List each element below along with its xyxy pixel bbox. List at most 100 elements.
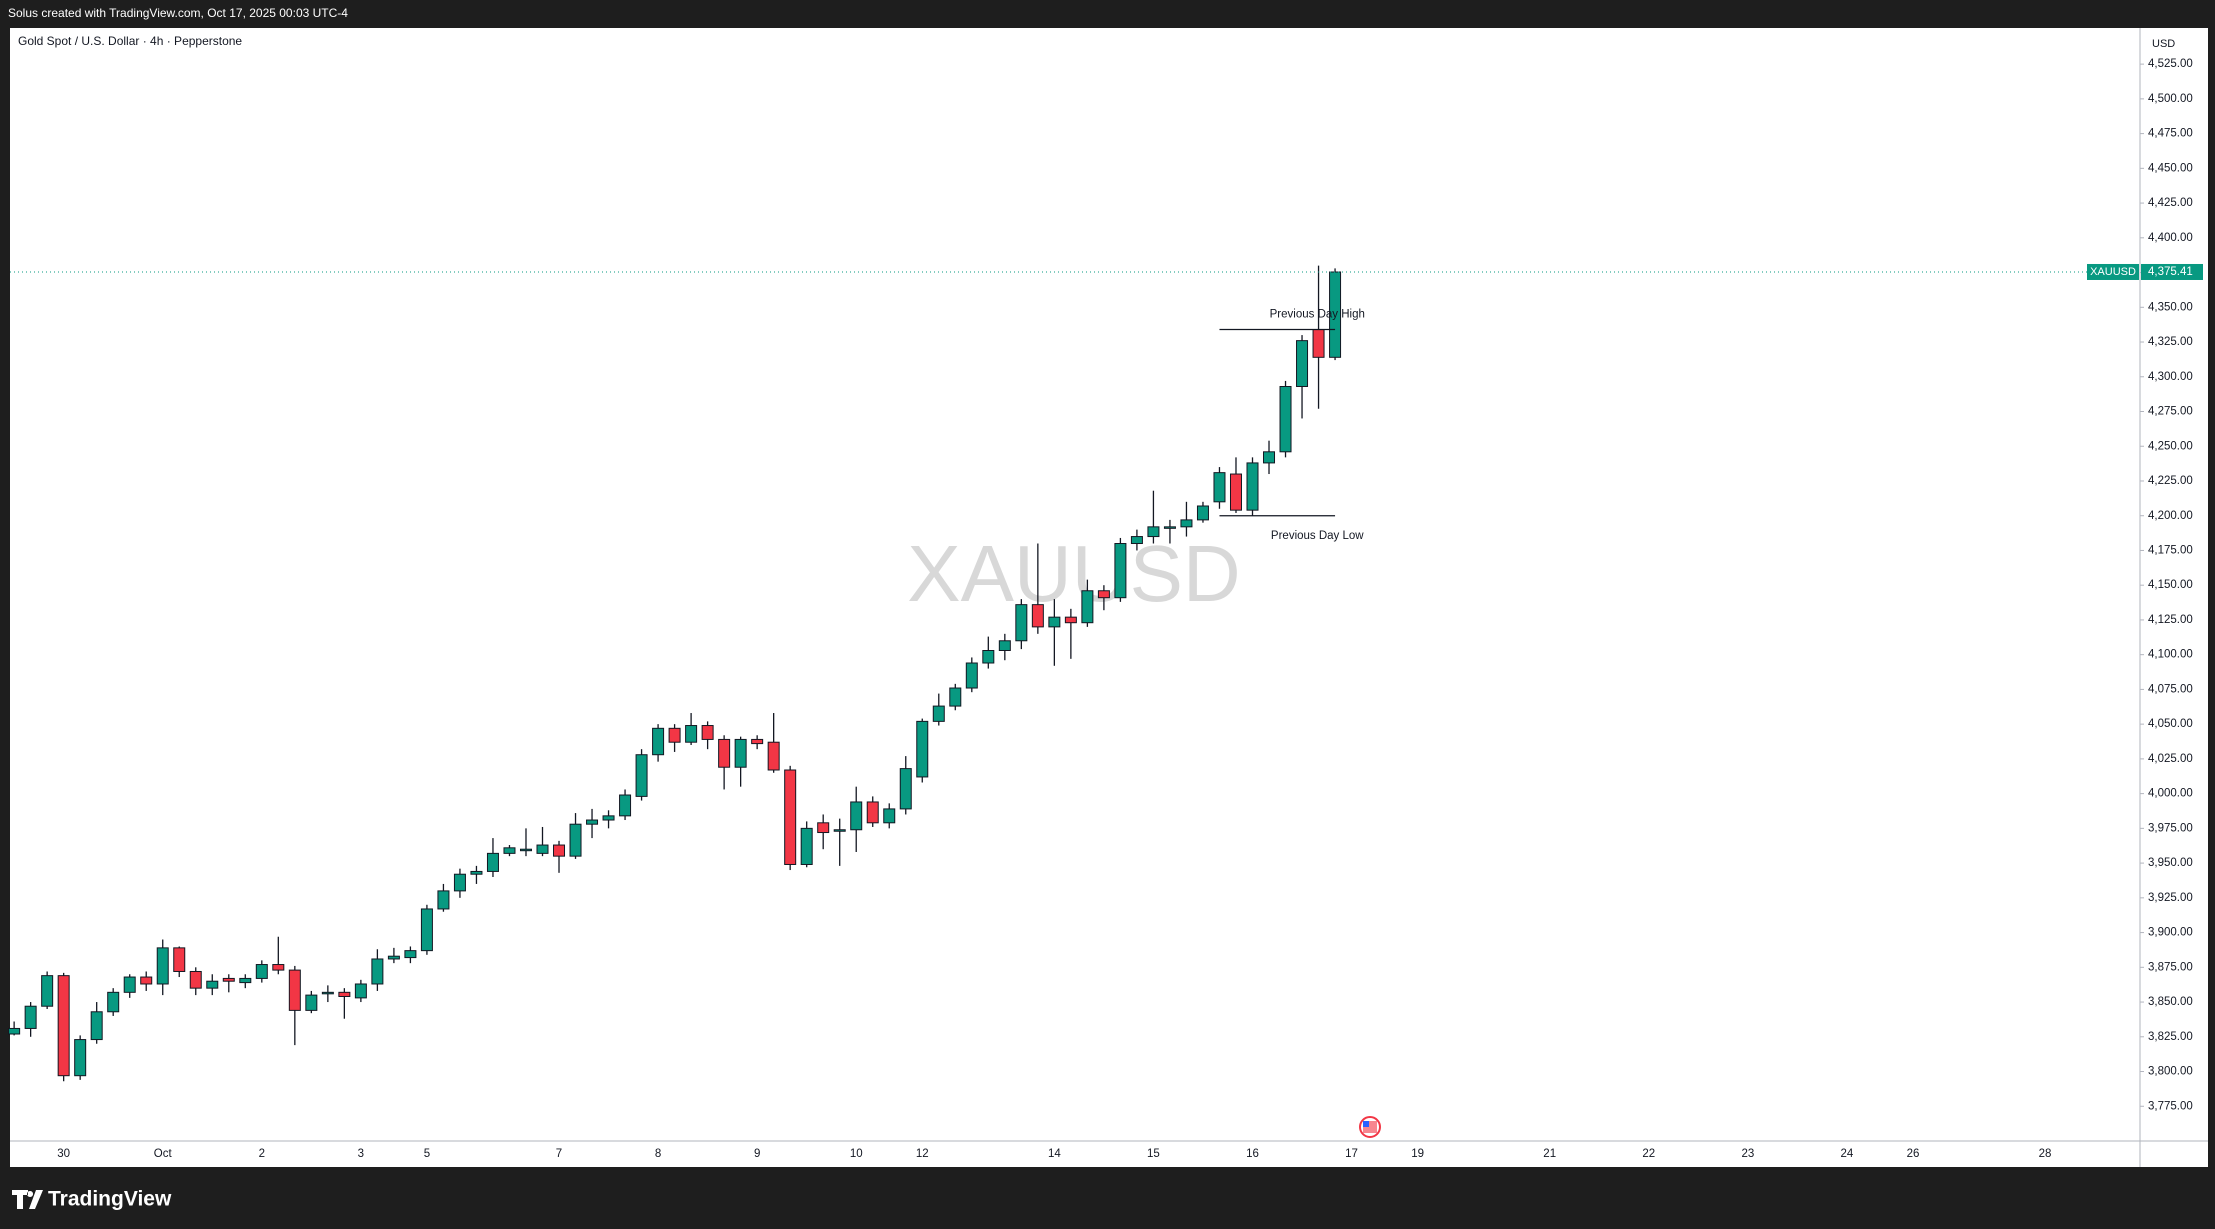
- candle-body: [668, 727, 681, 743]
- candle-body: [24, 1005, 37, 1029]
- y-tick-label: 4,250.00: [2148, 440, 2193, 452]
- candle-body: [685, 725, 698, 743]
- y-tick-label: 4,225.00: [2148, 475, 2193, 487]
- candle-body: [1130, 536, 1143, 545]
- candle-body: [1312, 329, 1325, 358]
- candle-body: [255, 964, 268, 979]
- candle-body: [453, 873, 466, 892]
- candle-body: [1031, 604, 1044, 628]
- x-tick-label: 26: [1907, 1148, 1920, 1160]
- x-tick-label: 7: [556, 1148, 562, 1160]
- y-tick-label: 3,875.00: [2148, 961, 2193, 973]
- candle-body: [107, 991, 120, 1013]
- y-tick-label: 4,000.00: [2148, 788, 2193, 800]
- candle-body: [90, 1011, 103, 1041]
- event-flag-canton: [1363, 1121, 1369, 1127]
- candle-body: [1229, 473, 1242, 511]
- y-tick-label: 4,100.00: [2148, 649, 2193, 661]
- y-tick-label: 4,050.00: [2148, 718, 2193, 730]
- candle-body: [899, 768, 912, 810]
- x-tick-label: 28: [2039, 1148, 2052, 1160]
- candle-body: [866, 801, 879, 824]
- candle-body: [800, 827, 813, 865]
- candle-body: [652, 727, 665, 756]
- candle-body: [1064, 616, 1077, 624]
- x-tick-label: 12: [916, 1148, 929, 1160]
- y-tick-label: 4,475.00: [2148, 128, 2193, 140]
- y-tick-label: 4,425.00: [2148, 197, 2193, 209]
- candle-body: [1296, 340, 1309, 387]
- y-tick-label: 4,075.00: [2148, 683, 2193, 695]
- candle-body: [949, 687, 962, 707]
- candle-body: [338, 991, 351, 997]
- event-icon: [1359, 1116, 1381, 1138]
- x-tick-label: 15: [1147, 1148, 1160, 1160]
- candle-body: [1048, 616, 1061, 628]
- x-tick-label: 14: [1048, 1148, 1061, 1160]
- x-tick-label: 30: [57, 1148, 70, 1160]
- candle-body: [767, 741, 780, 771]
- candle-body: [354, 983, 367, 999]
- x-tick-label: 16: [1246, 1148, 1259, 1160]
- y-tick-label: 3,925.00: [2148, 892, 2193, 904]
- y-tick-label: 4,450.00: [2148, 162, 2193, 174]
- candle-body: [586, 819, 599, 825]
- x-tick-label: 2: [259, 1148, 265, 1160]
- candle-body: [553, 844, 566, 857]
- candle-body: [701, 725, 714, 740]
- candle-body: [503, 847, 516, 854]
- y-tick-label: 3,800.00: [2148, 1066, 2193, 1078]
- axis-unit: USD: [2152, 38, 2175, 50]
- candle-body: [850, 801, 863, 831]
- candle-body: [239, 977, 252, 984]
- candle-body: [222, 977, 235, 982]
- annotation-label: Previous Day High: [1270, 309, 1365, 321]
- candle-body: [288, 969, 301, 1011]
- candle-body: [734, 738, 747, 768]
- y-tick-label: 4,275.00: [2148, 406, 2193, 418]
- candle-body: [404, 950, 417, 959]
- x-tick-label: Oct: [154, 1148, 173, 1160]
- x-tick-label: 22: [1642, 1148, 1655, 1160]
- y-tick-label: 4,500.00: [2148, 93, 2193, 105]
- y-tick-label: 3,850.00: [2148, 996, 2193, 1008]
- candle-body: [883, 808, 896, 824]
- candle-body: [998, 640, 1011, 652]
- x-tick-label: 21: [1543, 1148, 1556, 1160]
- candle-body: [1279, 385, 1292, 453]
- candle-body: [751, 738, 764, 745]
- candle-body: [1329, 271, 1342, 358]
- x-tick-label: 10: [850, 1148, 863, 1160]
- y-tick-label: 4,175.00: [2148, 544, 2193, 556]
- y-tick-label: 4,525.00: [2148, 58, 2193, 70]
- x-tick-label: 19: [1411, 1148, 1424, 1160]
- y-tick-label: 4,125.00: [2148, 614, 2193, 626]
- x-tick-label: 5: [424, 1148, 430, 1160]
- annotation-label: Previous Day Low: [1271, 530, 1364, 542]
- x-tick-label: 9: [754, 1148, 760, 1160]
- watermark: XAUUSD: [907, 529, 1240, 618]
- candle-body: [57, 975, 70, 1077]
- candle-body: [1213, 472, 1226, 503]
- candle-body: [817, 822, 830, 834]
- price-tag: [2141, 263, 2203, 280]
- candle-body: [1196, 505, 1209, 521]
- y-tick-label: 3,975.00: [2148, 822, 2193, 834]
- y-tick-label: 3,825.00: [2148, 1031, 2193, 1043]
- x-tick-label: 17: [1345, 1148, 1358, 1160]
- candle-body: [140, 976, 153, 985]
- candle-body: [387, 955, 400, 960]
- candle-body: [486, 852, 499, 872]
- y-tick-label: 4,025.00: [2148, 753, 2193, 765]
- candle-body: [519, 848, 532, 852]
- candle-body: [1114, 543, 1127, 599]
- candle-body: [619, 794, 632, 817]
- candle-body: [569, 823, 582, 857]
- y-tick-label: 3,950.00: [2148, 857, 2193, 869]
- candle-body: [437, 890, 450, 910]
- candle-body: [536, 844, 549, 854]
- symbol-tag: [2087, 263, 2139, 280]
- y-tick-label: 4,200.00: [2148, 510, 2193, 522]
- brand-name: TradingView: [48, 1188, 172, 1211]
